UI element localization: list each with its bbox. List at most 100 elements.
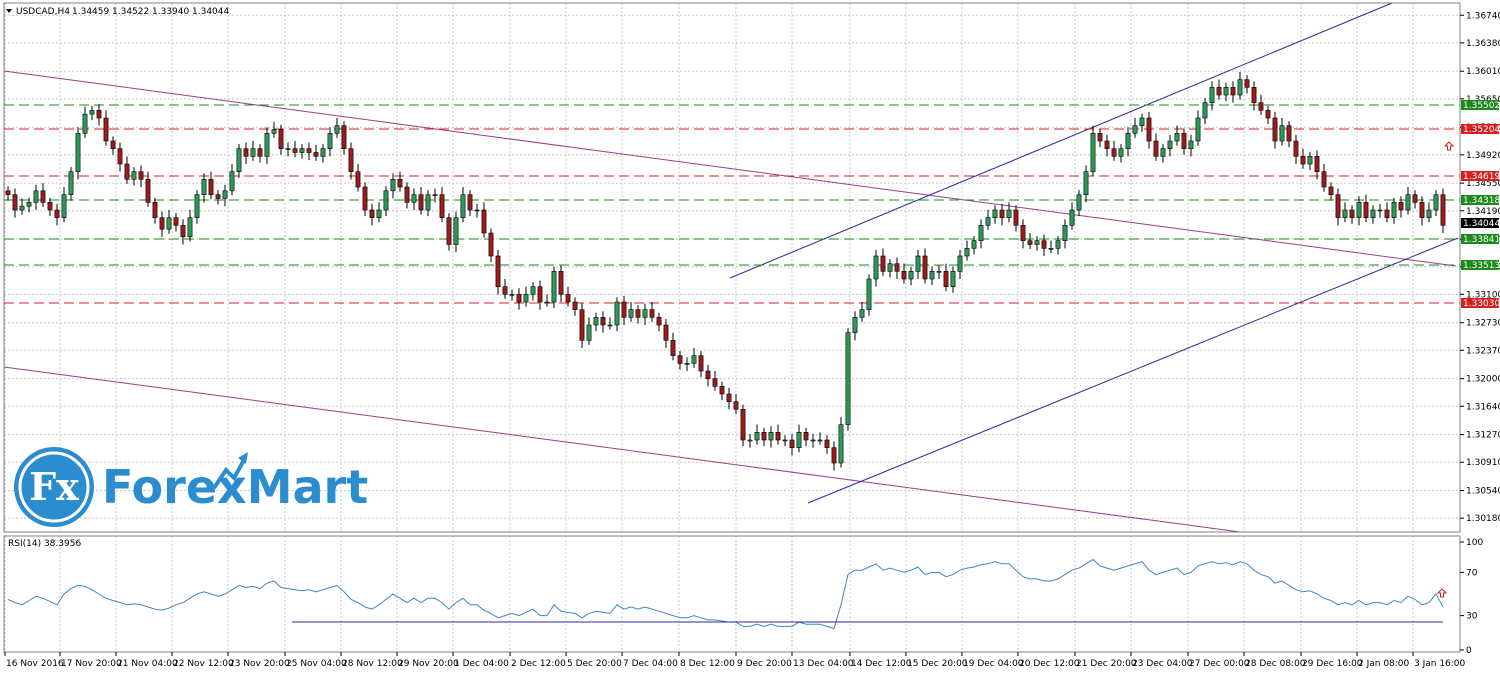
time-tick-label: 29 Dec 16:00 [1302,659,1363,669]
time-tick-label: 29 Nov 20:00 [398,659,459,669]
candle-body [1202,102,1208,119]
time-tick-label: 13 Dec 04:00 [793,659,854,669]
candle-body [950,271,956,287]
candle-body [453,217,459,245]
candle-body [432,194,438,196]
candle-body [460,194,466,218]
candle-body [1097,133,1103,142]
candle-body [1111,148,1117,157]
candle-body [922,255,928,280]
candle-body [845,332,851,425]
price-tick-label: 1.30540 [1466,487,1500,497]
price-tick-label: 1.30180 [1466,514,1500,524]
candle-body [1433,194,1439,211]
candle-body [1055,240,1061,249]
candle-body [1174,133,1180,142]
candle-body [1377,209,1383,212]
candle-body [880,255,886,272]
candle-body [1412,194,1418,203]
candle-body [817,439,823,442]
price-tick-label: 1.32370 [1466,346,1500,356]
candle-body [992,209,998,218]
candle-body [376,209,382,218]
candle-body [257,148,263,157]
candle-body [215,194,221,199]
candle-body [271,129,277,134]
candle-body [1349,209,1355,218]
candle-body [1307,156,1313,165]
candle-body [1384,209,1390,218]
candle-body [698,355,704,372]
candle-body [278,129,284,149]
candle-body [1398,202,1404,211]
rsi-tick-label: 70 [1466,568,1478,578]
rsi-label: RSI(14) 38.3956 [8,539,81,549]
candle-body [103,117,109,142]
candle-body [145,179,151,203]
candle-body [530,286,536,295]
time-tick-label: 1 Dec 04:00 [454,659,509,669]
candle-body [733,401,739,410]
level-tag [1461,234,1499,244]
candle-body [1195,117,1201,142]
candle-body [89,110,95,115]
candle-body [628,309,634,318]
symbol-label: USDCAD,H4 [16,7,70,17]
time-tick-label: 23 Nov 20:00 [229,659,290,669]
price-tick-label: 1.34550 [1466,179,1500,189]
candle-body [292,148,298,153]
candle-body [131,171,137,180]
logo-brand: ForexMart [102,460,368,514]
candle-body [1363,202,1369,218]
candle-body [117,148,123,165]
time-tick-label: 28 Dec 08:00 [1245,659,1306,669]
candle-body [551,271,557,303]
candle-body [1258,102,1264,111]
candle-body [1125,133,1131,149]
candle-body [159,217,165,230]
candle-body [1104,140,1110,149]
candle-body [124,163,130,180]
candle-body [467,194,473,211]
candle-body [47,202,53,211]
candle-body [915,255,921,272]
forexmart-logo: Fx ForexMart [14,447,368,527]
candle-body [61,194,67,218]
candle-body [495,255,501,287]
trend-lines [3,2,1459,533]
candle-body [971,240,977,249]
time-tick-label: 2 Dec 12:00 [511,659,566,669]
candle-body [929,271,935,280]
candle-body [75,133,81,172]
candle-body [19,205,25,211]
time-tick-label: 25 Nov 04:00 [286,659,347,669]
candle-body [796,432,802,448]
time-tick-label: 22 Nov 12:00 [173,659,234,669]
price-tick-label: 1.32000 [1466,375,1500,385]
level-tag [1461,260,1499,270]
candle-body [1405,194,1411,211]
candle-body [558,271,564,295]
candle-body [565,294,571,303]
candle-body [1391,202,1397,218]
candle-body [824,439,830,448]
candle-body [831,447,837,464]
candle-body [250,148,256,157]
candle-body [1314,156,1320,172]
up-arrow-icon [1443,141,1455,151]
candle-body [446,217,452,245]
candle-body [537,286,543,303]
candle-body [1083,171,1089,195]
chart-header: USDCAD,H4 1.34459 1.34522 1.33940 1.3404… [6,7,229,17]
candle-body [285,148,291,150]
candle-body [670,340,676,356]
candle-body [1006,209,1012,218]
candle-body [1440,194,1446,226]
rsi-tick-label: 100 [1466,538,1483,548]
candle-body [789,439,795,448]
candle-body [586,324,592,341]
time-tick-label: 21 Dec 20:00 [1076,659,1137,669]
candle-body [26,202,32,207]
candle-body [54,209,60,218]
candle-body [894,263,900,272]
